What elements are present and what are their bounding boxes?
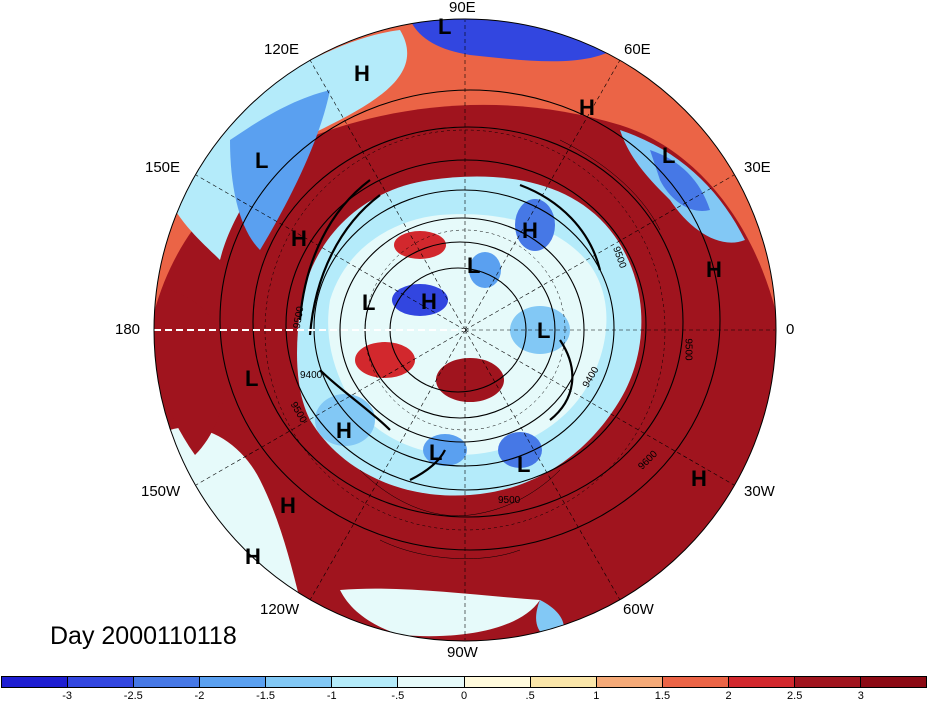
pressure-marker: H bbox=[691, 466, 707, 491]
pressure-marker: L bbox=[438, 14, 452, 39]
colorbar-tick-label: -1 bbox=[326, 690, 337, 702]
colorbar-tick-label: -2 bbox=[194, 690, 205, 702]
lon-label-150w: 150W bbox=[141, 483, 181, 500]
colorbar-cell bbox=[398, 677, 465, 687]
colorbar-cell bbox=[332, 677, 399, 687]
lon-label-60e: 60E bbox=[624, 41, 651, 58]
pressure-marker: H bbox=[245, 544, 261, 569]
colorbar-tick-label: 0 bbox=[460, 690, 468, 702]
lon-label-30e: 30E bbox=[744, 159, 771, 176]
colorbar-cell bbox=[134, 677, 201, 687]
lon-label-60w: 60W bbox=[623, 601, 654, 618]
lon-label-180: 180 bbox=[115, 321, 141, 338]
colorbar-cell bbox=[596, 677, 663, 687]
pressure-marker: L bbox=[245, 366, 259, 391]
colorbar-cell bbox=[794, 677, 862, 687]
colorbar-cell bbox=[68, 677, 135, 687]
contour-label: 9500 bbox=[682, 338, 694, 361]
colorbar-tick-label: .5 bbox=[525, 690, 535, 702]
colorbar-cell bbox=[662, 677, 729, 687]
colorbar-tick-label: 2.5 bbox=[787, 690, 803, 702]
colorbar-cell bbox=[200, 677, 267, 687]
colorbar-tick-label: -1.5 bbox=[256, 690, 276, 702]
day-title: Day 2000110118 bbox=[50, 622, 237, 650]
lon-label-150e: 150E bbox=[145, 159, 181, 176]
pressure-marker: L bbox=[537, 318, 551, 343]
pressure-marker: L bbox=[467, 253, 481, 278]
colorbar-cell bbox=[2, 677, 69, 687]
pressure-marker: L bbox=[662, 143, 676, 168]
pressure-marker: H bbox=[579, 95, 595, 120]
colorbar-cell bbox=[861, 677, 927, 687]
pressure-marker: H bbox=[522, 218, 538, 243]
lon-label-120e: 120E bbox=[264, 41, 300, 58]
colorbar-cell bbox=[728, 677, 795, 687]
contour-label: 9500 bbox=[498, 495, 521, 506]
pressure-marker: L bbox=[517, 452, 531, 477]
pressure-marker: L bbox=[429, 440, 443, 465]
colorbar-tick-label: -2.5 bbox=[123, 690, 143, 702]
contour-label: 9400 bbox=[300, 370, 323, 381]
pressure-marker: L bbox=[362, 290, 376, 315]
pressure-marker: L bbox=[255, 148, 269, 173]
colorbar-tick-label: 1.5 bbox=[654, 690, 671, 702]
colorbar-tick-label: 1 bbox=[593, 690, 600, 702]
lon-label-120w: 120W bbox=[260, 601, 300, 618]
lon-label-90w: 90W bbox=[447, 644, 478, 661]
colorbar-cell bbox=[266, 677, 333, 687]
pressure-marker: H bbox=[291, 226, 307, 251]
lon-label-90e: 90E bbox=[449, 0, 476, 16]
lon-label-0: 0 bbox=[786, 321, 795, 338]
pressure-marker: H bbox=[421, 289, 437, 314]
colorbar bbox=[1, 676, 927, 688]
lon-label-30w: 30W bbox=[744, 483, 775, 500]
pressure-marker: H bbox=[706, 257, 722, 282]
pressure-marker: H bbox=[280, 493, 296, 518]
pressure-marker: H bbox=[336, 418, 352, 443]
colorbar-cell bbox=[464, 677, 531, 687]
pressure-marker: H bbox=[354, 61, 370, 86]
colorbar-tick-label: -.5 bbox=[391, 690, 405, 702]
colorbar-tick-label: 2 bbox=[725, 690, 732, 702]
colorbar-cell bbox=[530, 677, 597, 687]
colorbar-tick-label: 3 bbox=[857, 690, 864, 702]
colorbar-tick-label: -3 bbox=[62, 690, 73, 702]
